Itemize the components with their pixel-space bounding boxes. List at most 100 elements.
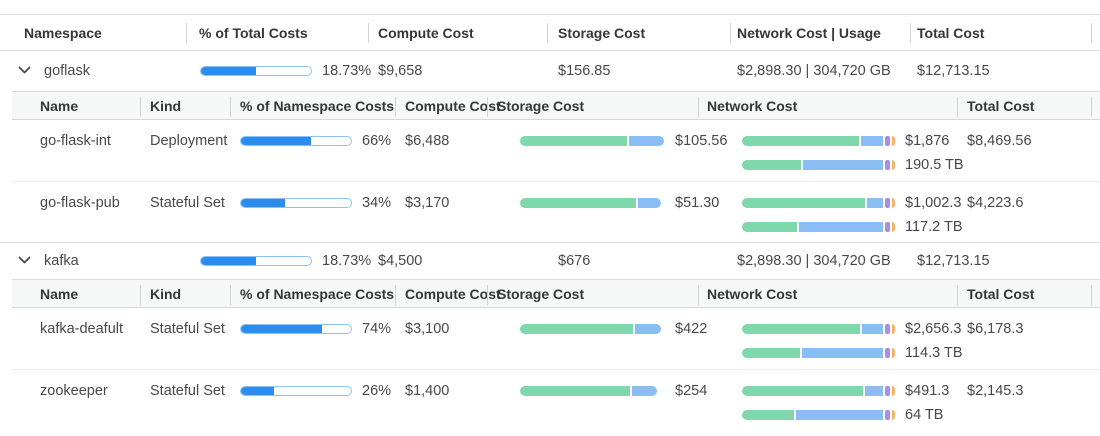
- workload-row-kafka-deafult[interactable]: kafka-deafult Stateful Set 74% $3,100 $4…: [12, 308, 1100, 369]
- bar-segment-orange: [891, 136, 895, 146]
- col-compute-cost: Compute Cost: [405, 285, 501, 302]
- total-cost-value: $12,713.15: [917, 63, 990, 79]
- bar-segment-blue: [866, 198, 884, 208]
- column-divider: [140, 97, 141, 117]
- col-pct-namespace: % of Namespace Costs: [240, 97, 395, 114]
- compute-cost-value: $1,400: [405, 383, 450, 399]
- column-divider: [698, 285, 699, 305]
- percent-label: 18.73%: [322, 63, 372, 79]
- storage-cost-cell: $422: [520, 319, 707, 339]
- pct-namespace-cell: 26%: [240, 381, 391, 401]
- storage-cost-value: $254: [675, 383, 708, 399]
- network-cost-value: $1,002.3: [905, 195, 962, 211]
- col-storage-cost: Storage Cost: [497, 97, 585, 114]
- workload-kind: Stateful Set: [150, 321, 225, 337]
- percent-bar: [240, 324, 352, 334]
- bar-segment-green: [742, 386, 864, 396]
- workload-row-go-flask-int[interactable]: go-flask-int Deployment 66% $6,488 $105.…: [12, 120, 1100, 181]
- workload-table-goflask: Name Kind % of Namespace Costs Compute C…: [12, 91, 1100, 242]
- column-divider: [186, 23, 187, 43]
- pct-total-cell: 18.73%: [200, 63, 371, 79]
- workload-name: kafka-deafult: [40, 321, 124, 337]
- network-cost-cell: $491.3 64 TB: [742, 381, 949, 425]
- workload-header-row: Name Kind % of Namespace Costs Compute C…: [12, 91, 1100, 120]
- bar-segment-orange: [891, 198, 895, 208]
- network-cost-usage-value: $2,898.30 | 304,720 GB: [737, 253, 891, 269]
- percent-label: 66%: [362, 133, 392, 149]
- workload-row-go-flask-pub[interactable]: go-flask-pub Stateful Set 34% $3,170 $51…: [12, 181, 1100, 242]
- workload-kind: Deployment: [150, 133, 228, 149]
- bar-segment-blue: [860, 136, 884, 146]
- bar-segment-blue: [635, 324, 662, 334]
- col-compute-cost: Compute Cost: [405, 97, 501, 114]
- storage-cost-value: $676: [558, 253, 591, 269]
- column-divider: [487, 285, 488, 305]
- chevron-down-icon[interactable]: [18, 253, 31, 269]
- network-usage-value: 117.2 TB: [905, 219, 963, 235]
- column-divider: [1091, 285, 1092, 305]
- bar-segment-orange: [891, 324, 895, 334]
- storage-cost-bar: [520, 324, 665, 334]
- bar-segment-orange: [891, 160, 895, 170]
- storage-cost-value: $422: [675, 321, 708, 337]
- compute-cost-value: $9,658: [378, 63, 423, 79]
- bar-segment-purple: [885, 222, 890, 232]
- compute-cost-value: $3,100: [405, 321, 450, 337]
- pct-total-cell: 18.73%: [200, 253, 371, 269]
- bar-segment-blue: [803, 160, 884, 170]
- bar-segment-green: [742, 324, 861, 334]
- col-storage-cost: Storage Cost: [558, 24, 646, 41]
- pct-namespace-cell: 66%: [240, 131, 391, 151]
- bar-segment-green: [742, 222, 797, 232]
- bar-segment-blue: [795, 410, 884, 420]
- total-cost-value: $2,145.3: [967, 383, 1024, 399]
- col-network-cost: Network Cost | Usage: [737, 24, 881, 41]
- bar-segment-purple: [885, 136, 890, 146]
- column-divider: [230, 285, 231, 305]
- network-cost-value: $2,656.3: [905, 321, 962, 337]
- bar-segment-green: [520, 324, 634, 334]
- col-namespace: Namespace: [24, 24, 102, 41]
- namespace-row-goflask[interactable]: goflask 18.73% $9,658 $156.85 $2,898.30 …: [0, 51, 1100, 91]
- workload-name: zookeeper: [40, 383, 108, 399]
- percent-bar: [200, 256, 312, 266]
- total-cost-value: $4,223.6: [967, 195, 1024, 211]
- network-usage-bar: [742, 160, 895, 170]
- total-cost-value: $6,178.3: [967, 321, 1024, 337]
- percent-bar: [240, 136, 352, 146]
- storage-cost-bar: [520, 386, 665, 396]
- column-divider: [910, 23, 911, 43]
- namespace-name[interactable]: goflask: [44, 63, 90, 79]
- bar-segment-green: [742, 160, 802, 170]
- bar-segment-orange: [891, 222, 895, 232]
- network-cost-bar: [742, 136, 895, 146]
- workload-header-row: Name Kind % of Namespace Costs Compute C…: [12, 279, 1100, 308]
- network-usage-value: 190.5 TB: [905, 157, 964, 173]
- percent-bar: [240, 198, 352, 208]
- network-cost-bar: [742, 198, 895, 208]
- storage-cost-value: $105.56: [675, 133, 728, 149]
- network-usage-value: 64 TB: [905, 407, 944, 423]
- cost-table: Namespace % of Total Costs Compute Cost …: [0, 14, 1100, 430]
- storage-cost-value: $51.30: [675, 195, 720, 211]
- col-name: Name: [40, 285, 79, 302]
- workload-name: go-flask-pub: [40, 195, 120, 211]
- col-total-cost: Total Cost: [967, 97, 1035, 114]
- bar-segment-purple: [885, 324, 890, 334]
- column-divider: [140, 285, 141, 305]
- chevron-down-icon[interactable]: [18, 63, 31, 79]
- bar-segment-blue: [862, 324, 884, 334]
- namespace-row-kafka[interactable]: kafka 18.73% $4,500 $676 $2,898.30 | 304…: [0, 242, 1100, 279]
- network-usage-value: 114.3 TB: [905, 345, 963, 361]
- col-total-cost: Total Cost: [917, 24, 985, 41]
- col-network-cost: Network Cost: [707, 285, 798, 302]
- column-divider: [395, 285, 396, 305]
- column-divider: [547, 23, 548, 43]
- namespace-name[interactable]: kafka: [44, 253, 79, 269]
- bar-segment-purple: [885, 348, 890, 358]
- pct-namespace-cell: 74%: [240, 319, 391, 339]
- workload-row-zookeeper[interactable]: zookeeper Stateful Set 26% $1,400 $254: [12, 369, 1100, 430]
- workload-table-kafka: Name Kind % of Namespace Costs Compute C…: [12, 279, 1100, 430]
- column-divider: [1091, 97, 1092, 117]
- compute-cost-value: $6,488: [405, 133, 450, 149]
